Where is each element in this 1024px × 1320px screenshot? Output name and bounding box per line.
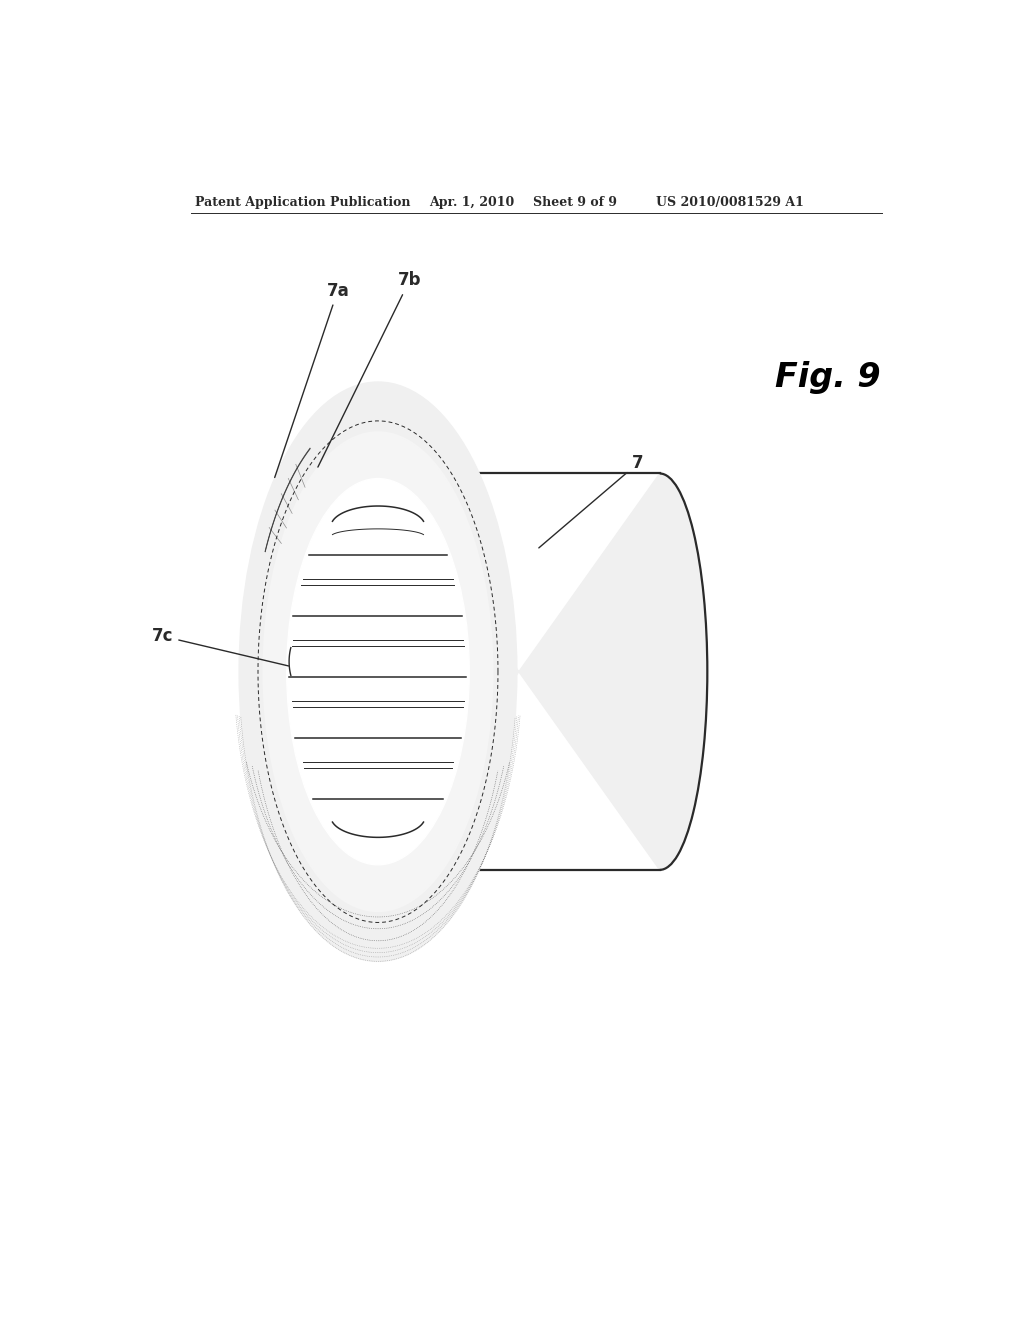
Text: Apr. 1, 2010: Apr. 1, 2010 bbox=[430, 195, 515, 209]
Ellipse shape bbox=[287, 479, 469, 865]
Text: 7b: 7b bbox=[317, 272, 421, 467]
Text: Patent Application Publication: Patent Application Publication bbox=[196, 195, 411, 209]
Text: 7a: 7a bbox=[274, 281, 349, 478]
Ellipse shape bbox=[240, 381, 517, 961]
Text: Sheet 9 of 9: Sheet 9 of 9 bbox=[532, 195, 616, 209]
Polygon shape bbox=[378, 474, 708, 870]
Text: 7c: 7c bbox=[152, 627, 289, 667]
Text: 7: 7 bbox=[539, 454, 643, 548]
Text: US 2010/0081529 A1: US 2010/0081529 A1 bbox=[655, 195, 804, 209]
Ellipse shape bbox=[263, 433, 493, 911]
Text: Fig. 9: Fig. 9 bbox=[775, 362, 881, 395]
